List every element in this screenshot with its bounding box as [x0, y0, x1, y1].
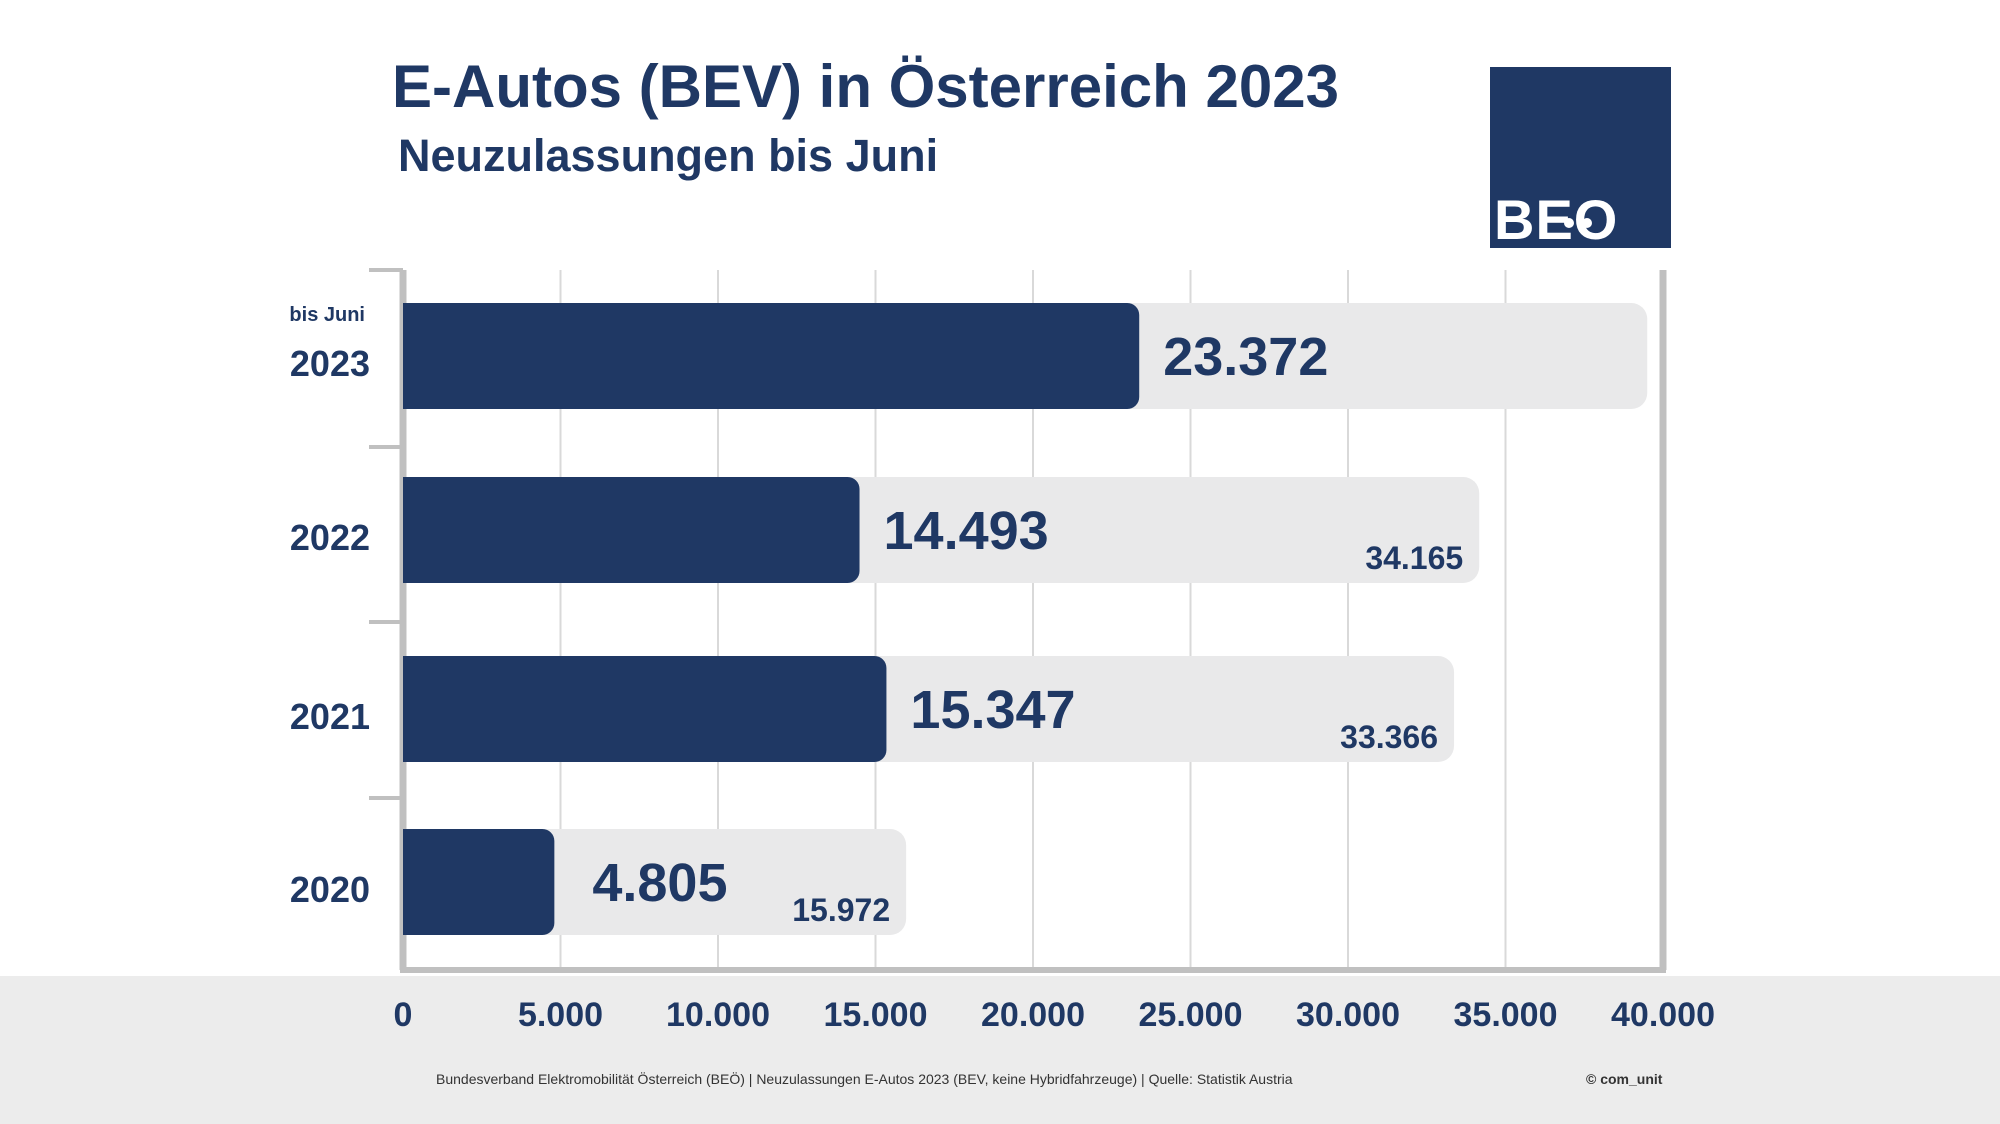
beo-logo: BEO	[1490, 67, 1671, 248]
value-bar-edge	[403, 656, 417, 762]
category-label: 2022	[290, 517, 370, 558]
value-bar-edge	[403, 477, 417, 583]
x-tick-label: 30.000	[1296, 996, 1400, 1034]
value-bar	[403, 477, 860, 583]
x-tick-label: 5.000	[518, 996, 603, 1034]
value-bar	[403, 829, 555, 935]
x-tick-label: 10.000	[666, 996, 770, 1034]
logo-text: BEO	[1494, 188, 1619, 251]
value-bar-edge	[403, 829, 417, 935]
total-label: 15.972	[792, 892, 890, 928]
x-tick-label: 15.000	[824, 996, 928, 1034]
value-label: 23.372	[1163, 327, 1328, 387]
value-label: 15.347	[910, 680, 1075, 740]
category-note: bis Juni	[289, 304, 365, 326]
x-tick-label: 20.000	[981, 996, 1085, 1034]
total-label: 34.165	[1365, 540, 1463, 576]
category-label: 2023	[290, 343, 370, 384]
credit-note: © com_unit	[1586, 1071, 1663, 1087]
footer-band	[0, 976, 2000, 1124]
category-label: 2021	[290, 696, 370, 737]
x-tick-label: 25.000	[1139, 996, 1243, 1034]
value-label: 14.493	[884, 501, 1049, 561]
value-bar	[403, 656, 887, 762]
chart-subtitle: Neuzulassungen bis Juni	[398, 130, 939, 181]
value-bar-edge	[403, 303, 417, 409]
logo-dot-icon	[1564, 218, 1574, 228]
x-tick-label: 40.000	[1611, 996, 1715, 1034]
total-label: 33.366	[1340, 719, 1438, 755]
x-tick-label: 35.000	[1454, 996, 1558, 1034]
logo-dot-icon	[1582, 218, 1592, 228]
x-tick-label: 0	[394, 996, 413, 1034]
category-label: 2020	[290, 869, 370, 910]
source-note: Bundesverband Elektromobilität Österreic…	[436, 1071, 1293, 1087]
value-bar	[403, 303, 1140, 409]
value-label: 4.805	[592, 853, 727, 913]
chart-title: E-Autos (BEV) in Österreich 2023	[392, 53, 1339, 120]
